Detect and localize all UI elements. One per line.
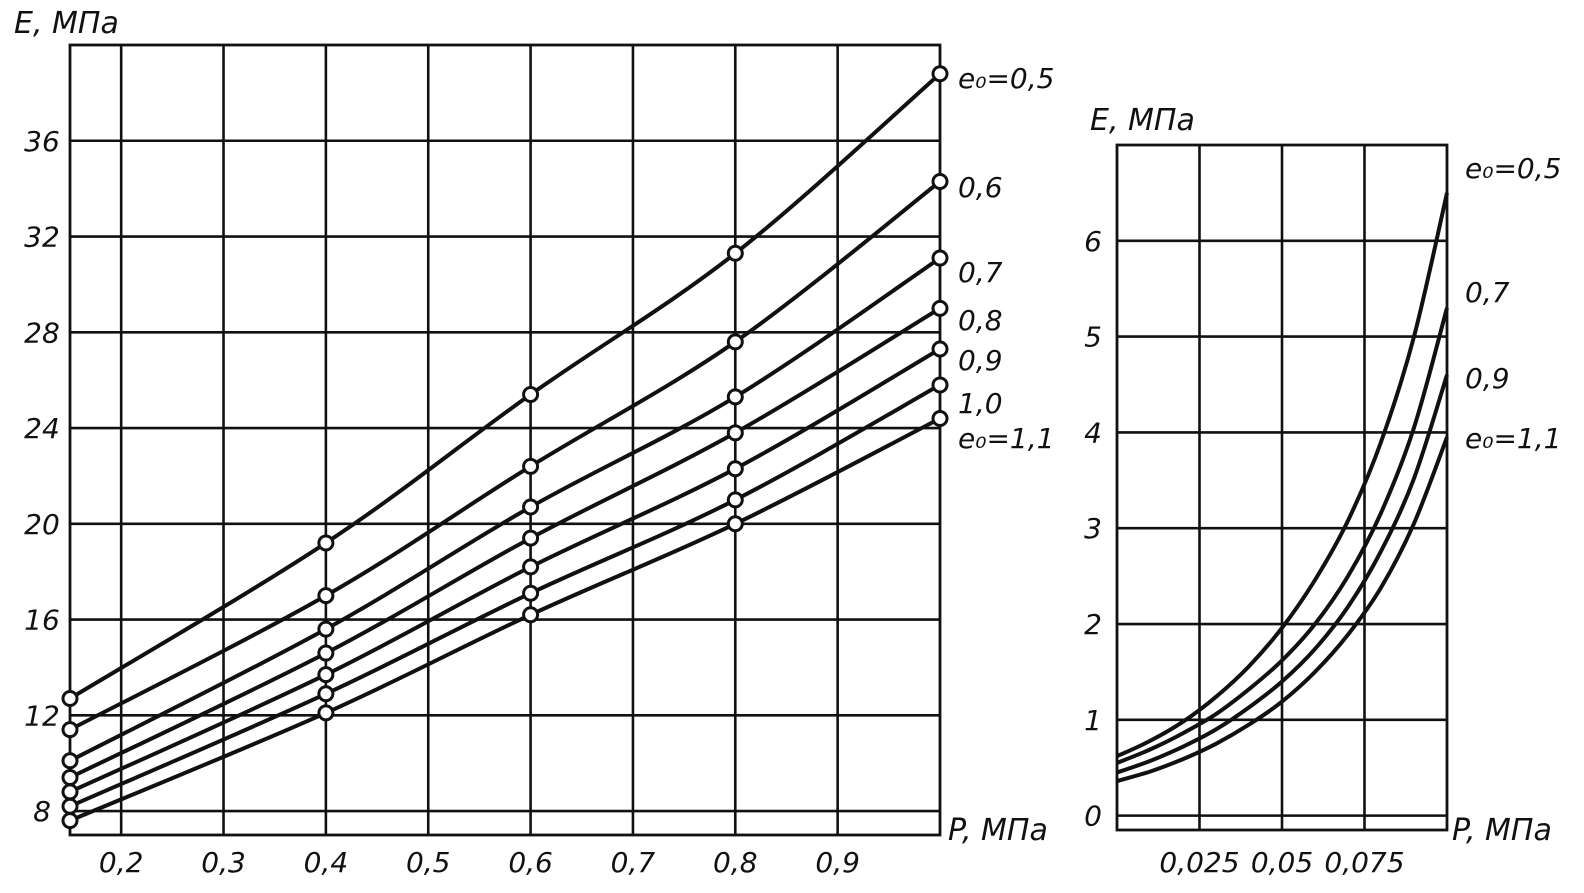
series-label: e₀=1,1 [958, 422, 1054, 455]
data-point-marker [931, 172, 949, 190]
series-line [1116, 192, 1449, 759]
y-tick-label: 3 [1084, 512, 1102, 545]
y-tick-label: 12 [24, 699, 60, 732]
data-point-marker [931, 65, 949, 83]
data-point-marker [317, 644, 335, 662]
series-label: 0,8 [958, 304, 1003, 337]
series-label: 0,7 [958, 256, 1003, 289]
x-tick-label: 0,9 [815, 846, 860, 879]
data-point-marker [726, 244, 744, 262]
data-point-marker [317, 620, 335, 638]
series-label: e₀=1,1 [1465, 422, 1561, 455]
x-axis-title: P, МПа [948, 813, 1048, 848]
x-tick-label: 0,6 [508, 846, 553, 879]
y-tick-label: 20 [24, 508, 60, 541]
y-tick-label: 1 [1084, 704, 1102, 737]
chart-left: 8 12 16 20 24 28 32 36 0,2 0,3 0,4 0,5 0,6 0,7 0,8 0,9 E… [14, 6, 1054, 879]
data-point-marker [522, 606, 540, 624]
series-label: 0,6 [958, 171, 1003, 204]
x-tick-label: 0,5 [406, 846, 451, 879]
data-point-marker [317, 534, 335, 552]
series-label: 1,0 [958, 387, 1003, 420]
x-tick-label: 0,025 [1159, 846, 1239, 879]
data-point-marker [726, 515, 744, 533]
data-point-marker [522, 584, 540, 602]
y-axis-title: E, МПа [14, 6, 119, 41]
y-tick-label: 6 [1084, 225, 1102, 258]
data-point-marker [61, 783, 79, 801]
plot-frame [68, 43, 942, 837]
data-point-marker [522, 386, 540, 404]
x-axis-title: P, МПа [1452, 813, 1552, 848]
data-point-marker [317, 685, 335, 703]
data-point-marker [726, 460, 744, 478]
data-point-marker [522, 498, 540, 516]
series-line [1116, 374, 1449, 775]
data-point-marker [317, 704, 335, 722]
x-tick-label: 0,2 [99, 846, 144, 879]
y-tick-label: 36 [24, 125, 60, 158]
y-axis-title: E, МПа [1090, 103, 1195, 138]
y-tick-label: 24 [24, 412, 60, 445]
data-point-marker [61, 690, 79, 708]
x-tick-label: 0,3 [201, 846, 246, 879]
x-tick-label: 0,7 [611, 846, 656, 879]
y-tick-label: 5 [1084, 321, 1102, 354]
data-point-marker [61, 752, 79, 770]
data-point-marker [931, 409, 949, 427]
series-line [1116, 307, 1449, 765]
data-point-marker [522, 529, 540, 547]
y-tick-label: 4 [1084, 416, 1102, 449]
data-point-marker [522, 457, 540, 475]
data-point-marker [61, 721, 79, 739]
x-tick-label: 0,8 [713, 846, 758, 879]
series-line [69, 306, 942, 780]
data-point-marker [726, 424, 744, 442]
series-label: e₀=0,5 [1465, 152, 1561, 185]
chart-right: 0 1 2 3 4 5 6 0,025 0,05 0,075 E, МПа P, МПа e₀=0,5 0… [1084, 103, 1561, 879]
y-tick-label: 16 [24, 604, 60, 637]
y-tick-label: 2 [1084, 608, 1102, 641]
plot-frame [1115, 143, 1449, 832]
series-line [69, 383, 941, 809]
series-line [1116, 436, 1449, 784]
series-label: e₀=0,5 [958, 62, 1054, 95]
y-tick-label: 32 [24, 221, 60, 254]
series-label: 0,9 [1465, 362, 1510, 395]
y-tick-label: 0 [1084, 800, 1102, 833]
data-point-marker [726, 388, 744, 406]
data-point-marker [931, 376, 949, 394]
data-point-marker [931, 299, 949, 317]
data-point-marker [931, 340, 949, 358]
data-point-marker [61, 769, 79, 787]
data-point-marker [317, 587, 335, 605]
data-point-marker [726, 333, 744, 351]
data-point-marker [931, 249, 949, 267]
series-label: 0,7 [1465, 276, 1510, 309]
series-label: 0,9 [958, 344, 1003, 377]
data-point-marker [522, 558, 540, 576]
series-line [69, 179, 942, 732]
x-tick-label: 0,4 [304, 846, 349, 879]
x-tick-label: 0,075 [1324, 846, 1404, 879]
data-point-marker [726, 491, 744, 509]
y-tick-label: 8 [33, 795, 51, 828]
data-point-marker [61, 812, 79, 830]
data-point-marker [61, 797, 79, 815]
data-point-marker [317, 666, 335, 684]
y-tick-label: 28 [24, 316, 60, 349]
x-tick-label: 0,05 [1251, 846, 1313, 879]
